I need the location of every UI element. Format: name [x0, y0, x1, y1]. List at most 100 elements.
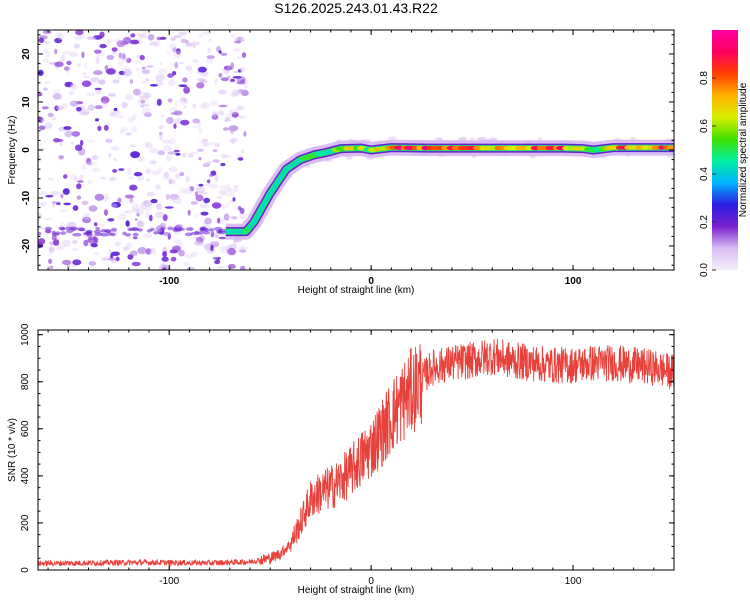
noise-speckle — [64, 226, 73, 231]
noise-speckle — [66, 229, 74, 234]
noise-speckle — [160, 114, 165, 118]
noise-speckle — [237, 206, 242, 211]
noise-speckle — [62, 174, 68, 179]
noise-speckle — [99, 43, 107, 49]
noise-speckle — [68, 51, 79, 58]
noise-speckle — [110, 232, 116, 237]
noise-speckle — [38, 37, 45, 44]
snr-x-label: Height of straight line (km) — [298, 585, 415, 596]
snr-series-line — [38, 338, 674, 568]
noise-speckle — [172, 47, 177, 53]
noise-speckle — [109, 178, 115, 182]
noise-speckle — [197, 190, 204, 196]
noise-speckle — [43, 140, 47, 144]
figure-title: S126.2025.243.01.43.R22 — [274, 0, 438, 16]
snr-y-label: SNR (10 * v/v) — [7, 418, 18, 482]
noise-speckle — [162, 214, 168, 222]
noise-speckle — [184, 187, 193, 195]
noise-speckle — [239, 249, 247, 253]
noise-speckle — [115, 115, 125, 119]
noise-speckle — [167, 98, 173, 103]
noise-speckle — [131, 227, 139, 231]
noise-speckle — [56, 139, 64, 142]
noise-speckle — [173, 123, 177, 129]
noise-speckle — [145, 78, 149, 82]
noise-speckle — [149, 41, 159, 46]
noise-speckle — [232, 76, 242, 79]
noise-speckle — [172, 245, 181, 252]
noise-speckle — [105, 68, 116, 75]
noise-speckle — [169, 193, 180, 200]
noise-speckle — [129, 79, 133, 84]
noise-speckle — [155, 184, 161, 190]
noise-speckle — [172, 71, 177, 76]
noise-speckle — [38, 212, 42, 221]
noise-speckle — [150, 247, 156, 253]
noise-speckle — [238, 246, 246, 253]
noise-speckle — [51, 234, 57, 241]
noise-speckle — [125, 210, 131, 214]
noise-speckle — [87, 180, 93, 185]
noise-speckle — [118, 168, 125, 171]
noise-speckle — [48, 62, 52, 65]
noise-speckle — [137, 247, 147, 255]
noise-speckle — [214, 77, 218, 86]
noise-speckle — [129, 197, 134, 204]
noise-speckle — [224, 116, 232, 120]
noise-speckle — [218, 89, 227, 95]
noise-speckle — [60, 193, 64, 199]
noise-speckle — [199, 202, 209, 209]
noise-speckle — [170, 197, 175, 202]
noise-speckle — [232, 197, 236, 202]
trace-outer — [225, 143, 674, 237]
noise-speckle — [168, 165, 179, 173]
noise-speckle — [211, 202, 222, 209]
noise-speckle — [95, 226, 100, 231]
noise-speckle — [56, 245, 65, 251]
y-tick-label: 0 — [21, 147, 32, 153]
noise-speckle — [167, 151, 178, 155]
noise-speckle — [83, 212, 91, 220]
noise-speckle — [79, 175, 84, 180]
noise-speckle — [115, 256, 120, 262]
noise-speckle — [174, 173, 181, 180]
noise-speckle — [144, 112, 152, 118]
noise-speckle — [190, 231, 200, 236]
noise-speckle — [100, 96, 110, 104]
noise-speckle — [45, 42, 48, 47]
noise-speckle — [174, 100, 178, 108]
noise-speckle — [71, 239, 78, 245]
noise-speckle — [206, 179, 211, 184]
noise-speckle — [178, 188, 187, 194]
noise-speckle — [185, 65, 193, 71]
noise-speckle — [88, 261, 97, 266]
noise-speckle — [59, 155, 63, 161]
noise-speckle — [125, 132, 132, 136]
y-tick-label: -20 — [21, 238, 32, 253]
noise-speckle — [110, 203, 118, 209]
noise-speckle — [38, 191, 48, 195]
noise-speckle — [55, 32, 62, 38]
noise-speckle — [103, 124, 109, 131]
noise-speckle — [209, 141, 216, 146]
noise-speckle — [174, 118, 183, 125]
noise-speckle — [198, 104, 206, 109]
noise-speckle — [237, 157, 244, 161]
x-tick-label: 100 — [565, 576, 582, 587]
noise-speckle — [227, 264, 236, 269]
trace-peak — [416, 145, 424, 151]
noise-speckle — [126, 57, 132, 63]
noise-speckle — [196, 82, 205, 89]
trace-peak — [641, 145, 651, 150]
noise-speckle — [93, 70, 103, 76]
noise-speckle — [198, 157, 202, 161]
noise-speckle — [204, 217, 212, 225]
noise-speckle — [81, 109, 90, 116]
noise-speckle — [189, 186, 194, 192]
noise-speckle — [126, 167, 132, 175]
noise-speckle — [131, 208, 141, 213]
noise-speckle — [148, 147, 158, 154]
noise-speckle — [129, 39, 140, 45]
noise-speckle — [97, 125, 102, 131]
